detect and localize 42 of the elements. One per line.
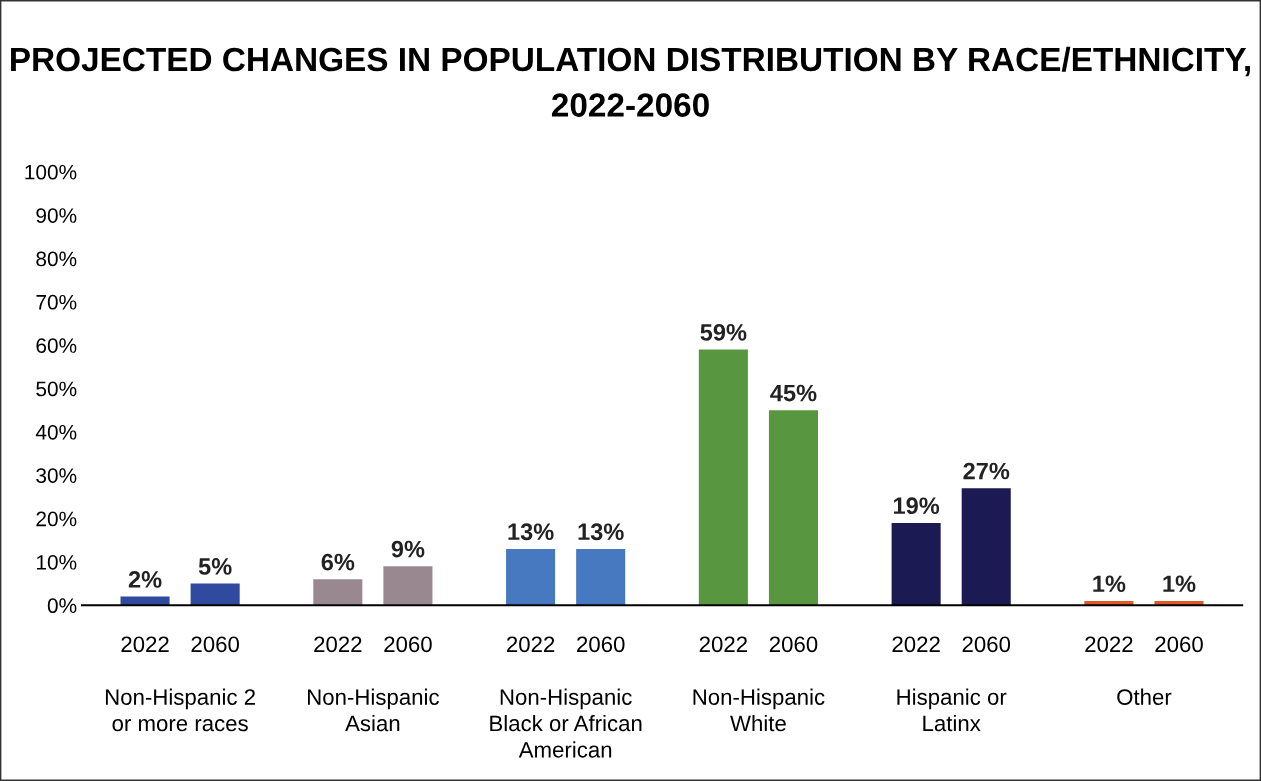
data-label: 1%	[1163, 575, 1196, 593]
x-tick-label: 2022	[121, 636, 169, 653]
y-tick-label: 50%	[36, 381, 77, 397]
text: Non-Hispanic 2 or more races	[105, 688, 255, 732]
y-tick-label: 90%	[36, 208, 77, 223]
y-tick-label: 100%	[25, 164, 77, 180]
data-label: 59%	[700, 323, 747, 341]
data-label: 45%	[770, 384, 817, 402]
data-label: 5%	[198, 558, 232, 575]
text: Non-Hispanic Asian	[308, 688, 439, 732]
y-tick-label: 0%	[47, 598, 77, 614]
data-label: 13%	[508, 523, 554, 541]
x-tick-label: 2022	[892, 636, 940, 653]
data-label: 1%	[1093, 575, 1126, 593]
y-tick-label: 80%	[36, 251, 77, 267]
y-tick-label: 30%	[36, 468, 77, 483]
x-tick-label: 2060	[1155, 636, 1203, 653]
x-tick-label: 2060	[962, 636, 1011, 653]
x-tick-label: 2022	[699, 636, 747, 653]
y-tick-label: 10%	[37, 554, 77, 570]
x-tick-label: 2022	[506, 636, 555, 653]
data-label: 2%	[128, 571, 162, 588]
data-label: 27%	[963, 462, 1010, 480]
text: Hispanic or Latinx	[897, 688, 1007, 732]
y-tick-label: 70%	[36, 294, 77, 310]
x-tick-label: 2060	[191, 636, 239, 653]
x-tick-label: 2022	[314, 636, 362, 653]
x-tick-label: 2060	[769, 636, 818, 653]
x-tick-label: 2022	[1085, 636, 1133, 653]
text: Other	[1117, 688, 1172, 705]
y-tick-label: 60%	[36, 338, 77, 353]
y-tick-label: 40%	[35, 424, 77, 440]
data-label: 13%	[578, 523, 624, 541]
chart-title: PROJECTED CHANGES IN POPULATION DISTRIBUTION BY RACE/ETHNICITY, 2022-2060	[11, 46, 1250, 117]
text: Non-Hispanic White	[693, 688, 825, 732]
data-label: 19%	[893, 497, 940, 515]
text: Non-Hispanic Black or African American	[490, 688, 642, 758]
data-label: 9%	[391, 540, 425, 558]
data-label: 6%	[321, 553, 355, 571]
x-tick-label: 2060	[577, 636, 625, 653]
y-tick-label: 20%	[36, 511, 77, 527]
x-tick-label: 2060	[384, 636, 432, 653]
